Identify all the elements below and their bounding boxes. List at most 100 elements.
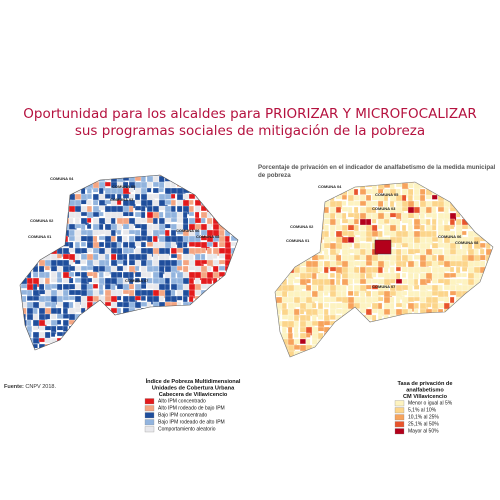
map-patch [347, 350, 354, 357]
map-patch [243, 170, 251, 175]
map-patch [348, 177, 357, 182]
map-patch [188, 349, 195, 350]
map-patch [305, 206, 315, 216]
legend-label: Mayor al 50% [408, 429, 439, 435]
map-patch [68, 337, 74, 345]
comuna-label: COMUNA 01 [286, 238, 310, 243]
map-patch [437, 314, 445, 324]
map-patch [212, 331, 222, 340]
map-patch [218, 175, 225, 184]
map-patch [353, 242, 361, 249]
map-patch [230, 271, 238, 278]
map-patch [413, 350, 421, 357]
map-patch [243, 284, 249, 290]
legend-title: CM Villavicencio [403, 394, 448, 400]
map-patch [473, 308, 481, 316]
map-patch [323, 254, 330, 260]
map-patch [407, 344, 415, 351]
map-patch [50, 223, 59, 233]
map-patch [401, 236, 409, 244]
map-patch [485, 302, 492, 309]
map-patch [270, 243, 275, 247]
map-patch [461, 206, 468, 214]
map-patch [230, 331, 237, 341]
map-patch [293, 212, 303, 220]
map-patch [389, 326, 396, 332]
map-patch [116, 265, 124, 272]
map-patch [134, 343, 141, 350]
map-patch [407, 332, 416, 338]
map-patch [86, 337, 94, 344]
map-patch [299, 308, 305, 315]
map-patch [20, 193, 22, 203]
map-patch [128, 319, 135, 326]
map-patch [317, 200, 324, 209]
map-patch [44, 319, 52, 325]
map-patch [317, 212, 323, 222]
map-patch [413, 182, 419, 183]
map-patch [140, 283, 147, 290]
map-patch [212, 181, 219, 190]
map-patch [353, 218, 360, 225]
map-patch [206, 337, 215, 343]
map-patch [80, 247, 88, 254]
map-patch [323, 230, 330, 238]
map-patch [236, 337, 238, 347]
map-patch [275, 224, 282, 230]
map-patch [329, 254, 337, 261]
map-patch [275, 224, 276, 230]
map-patch [26, 175, 33, 185]
map-patch [212, 325, 219, 331]
map-patch [437, 272, 445, 280]
map-patch [194, 205, 201, 213]
map-patch [449, 224, 455, 230]
map-patch [182, 193, 190, 200]
map-patch [491, 266, 493, 273]
map-patch [485, 356, 491, 357]
map-patch [164, 337, 171, 347]
map-patch [455, 182, 463, 186]
map-patch [287, 194, 293, 203]
map-patch [275, 272, 279, 279]
map-patch [347, 314, 357, 320]
map-patch [74, 223, 82, 229]
map-patch [158, 343, 165, 350]
map-patch [473, 338, 480, 344]
map-patch [365, 326, 376, 334]
map-patch [317, 356, 324, 357]
map-patch [218, 283, 224, 293]
map-patch [80, 265, 88, 271]
map-patch [479, 302, 488, 310]
map-patch [98, 211, 104, 217]
map-patch [270, 183, 275, 191]
map-patch [371, 272, 377, 278]
map-patch [98, 301, 104, 309]
map-patch [359, 338, 370, 345]
map-patch [236, 277, 238, 287]
map-patch [170, 349, 179, 350]
map-patch [188, 205, 194, 213]
map-patch [287, 326, 293, 334]
map-patch [80, 259, 87, 265]
map-patch [425, 278, 431, 284]
map-patch [32, 181, 40, 189]
map-patch [128, 259, 136, 266]
map-patch [341, 194, 348, 200]
map-patch [243, 176, 251, 185]
map-patch [431, 338, 439, 344]
map-patch [20, 199, 23, 208]
map-patch [176, 175, 186, 185]
map-patch [194, 349, 204, 350]
map-patch [275, 356, 278, 357]
map-patch [401, 272, 407, 278]
map-patch [230, 205, 236, 212]
map-patch [218, 349, 228, 350]
map-patch [365, 344, 374, 352]
map-patch [353, 266, 360, 274]
map-patch [335, 320, 342, 329]
map-patch [230, 223, 238, 232]
map-patch [134, 277, 140, 283]
map-patch [243, 212, 251, 219]
map-patch [158, 349, 166, 350]
map-patch [275, 248, 283, 259]
